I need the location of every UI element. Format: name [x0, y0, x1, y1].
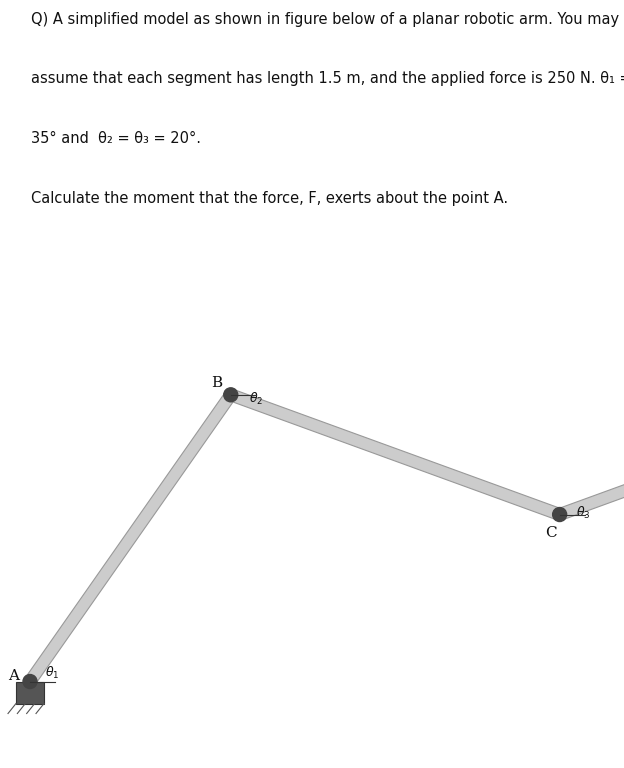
Circle shape: [23, 674, 37, 689]
Polygon shape: [25, 392, 236, 685]
Text: A: A: [8, 668, 19, 683]
Text: assume that each segment has length 1.5 m, and the applied force is 250 N. θ₁ =: assume that each segment has length 1.5 …: [31, 71, 624, 87]
Text: $\theta_3$: $\theta_3$: [576, 505, 590, 521]
Text: Calculate the moment that the force, F, exerts about the point A.: Calculate the moment that the force, F, …: [31, 191, 509, 207]
Bar: [16, 681, 44, 703]
Text: $\theta_1$: $\theta_1$: [45, 664, 59, 680]
Circle shape: [553, 508, 567, 521]
Text: $\theta_2$: $\theta_2$: [249, 391, 263, 407]
Polygon shape: [558, 389, 624, 520]
Text: B: B: [211, 376, 222, 390]
Text: C: C: [545, 525, 556, 540]
Text: 35° and  θ₂ = θ₃ = 20°.: 35° and θ₂ = θ₃ = 20°.: [31, 131, 201, 147]
Text: Q) A simplified model as shown in figure below of a planar robotic arm. You may: Q) A simplified model as shown in figure…: [31, 12, 620, 27]
Circle shape: [224, 388, 238, 402]
Polygon shape: [229, 389, 562, 520]
